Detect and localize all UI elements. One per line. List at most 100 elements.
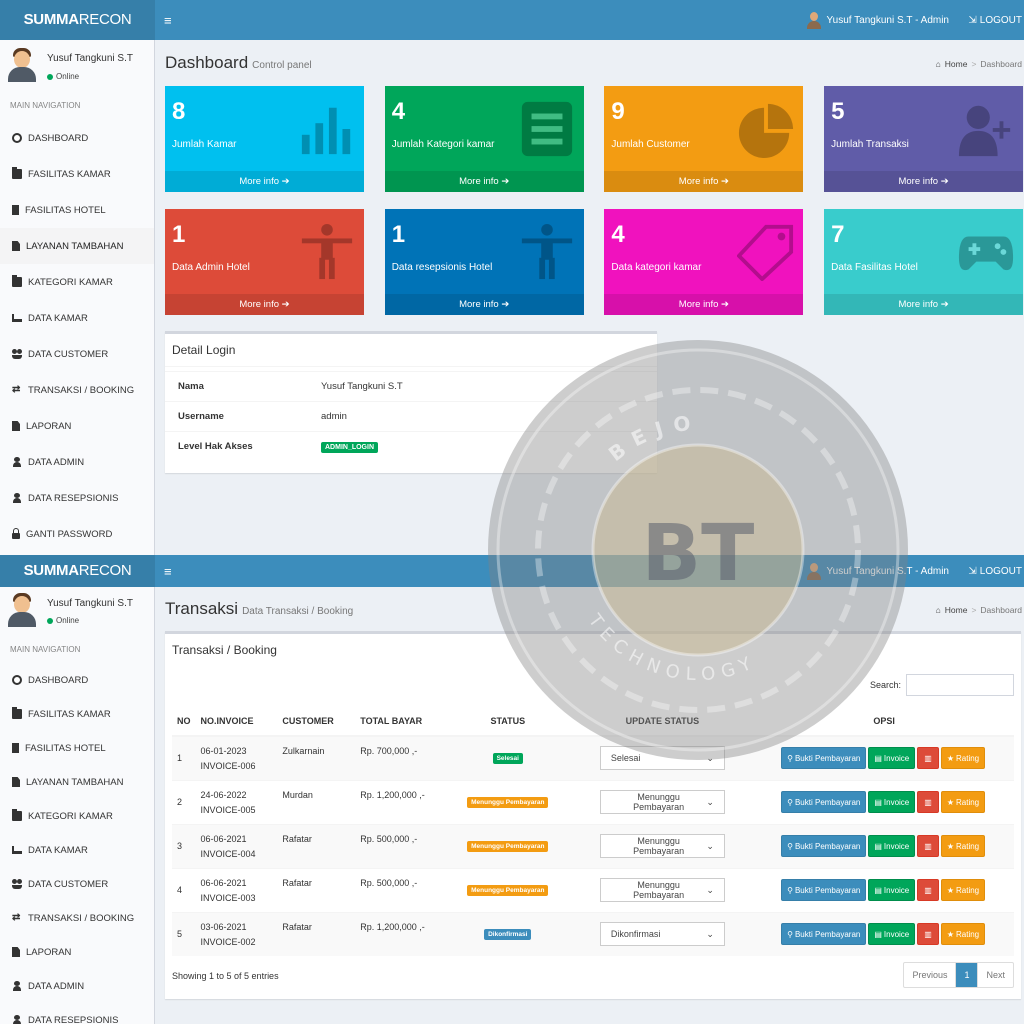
bukti-pembayaran-button[interactable]: ⚲ Bukti Pembayaran [781,791,867,813]
search-input[interactable] [906,674,1014,696]
folder-icon [12,707,22,719]
row-no: 5 [172,911,196,956]
rating-button[interactable]: ★ Rating [940,791,986,813]
update-status-select[interactable]: Menunggu Pembayaran ⌄ [599,834,725,858]
bukti-pembayaran-button[interactable]: ⚲ Bukti Pembayaran [781,879,867,901]
rating-button[interactable]: ★ Rating [940,835,986,857]
delete-button[interactable]: ▥ [917,747,939,770]
column-header[interactable]: OPSI [754,706,1014,737]
sidebar-item-dashboard[interactable]: DASHBOARD [0,663,154,697]
row-total: Rp. 1,200,000 ,- [355,911,445,956]
sidebar-item-fasilitas-hotel[interactable]: FASILITAS HOTEL [0,731,154,765]
user-menu[interactable]: Yusuf Tangkuni S.T - Admin [806,555,949,587]
sidebar-item-ganti-password[interactable]: GANTI PASSWORD [0,516,154,552]
update-status-select[interactable]: Dikonfirmasi ⌄ [599,922,725,947]
sidebar-item-label: TRANSAKSI / BOOKING [28,912,135,924]
update-status-select[interactable]: Selesai ⌄ [599,746,725,771]
detail-value: Yusuf Tangkuni S.T [308,371,657,402]
update-status-select[interactable]: Menunggu Pembayaran ⌄ [599,878,725,902]
column-header[interactable]: NO [172,706,196,737]
delete-button[interactable]: ▥ [917,923,939,946]
sidebar-toggle-button[interactable]: ≡ [164,12,172,28]
sidebar-item-fasilitas-kamar[interactable]: FASILITAS KAMAR [0,697,154,731]
update-status-value: Menunggu Pembayaran [633,792,685,812]
column-header[interactable]: UPDATE STATUS [570,706,755,737]
column-header[interactable]: NO.INVOICE [195,706,278,737]
sidebar-item-layanan-tambahan[interactable]: LAYANAN TAMBAHAN [0,228,154,264]
sidebar-item-dashboard[interactable]: DASHBOARD [0,120,154,156]
breadcrumb-home[interactable]: Home [944,605,968,615]
status-badge: Menunggu Pembayaran [467,797,549,808]
bukti-pembayaran-button[interactable]: ⚲ Bukti Pembayaran [781,747,867,770]
pagination-previous[interactable]: Previous [912,970,948,980]
print-icon: ▤ [874,841,882,851]
search-icon: ⚲ [787,797,793,807]
column-header[interactable]: STATUS [445,706,571,737]
row-invoice-number: INVOICE-006 [200,760,256,771]
logo[interactable]: SUMMARECON [0,0,155,40]
column-header[interactable]: TOTAL BAYAR [355,706,445,737]
sidebar-toggle-button[interactable]: ≡ [164,563,172,579]
rating-button[interactable]: ★ Rating [940,879,986,901]
tile-value: 9 [611,98,625,125]
bukti-pembayaran-button[interactable]: ⚲ Bukti Pembayaran [781,923,867,946]
stat-tile: 1 Data resepsionis Hotel More info ➔ [384,209,584,315]
sidebar-item-layanan-tambahan[interactable]: LAYANAN TAMBAHAN [0,765,154,799]
rating-button[interactable]: ★ Rating [940,923,986,946]
chevron-down-icon: ⌄ [706,928,714,939]
sidebar-item-fasilitas-hotel[interactable]: FASILITAS HOTEL [0,192,154,228]
invoice-button[interactable]: ▤ Invoice [868,747,916,770]
sidebar-item-label: DATA RESEPSIONIS [28,1014,119,1024]
sidebar-item-kategori-kamar[interactable]: KATEGORI KAMAR [0,799,154,833]
invoice-button[interactable]: ▤ Invoice [868,791,916,813]
table-row: 3 06-06-2021 INVOICE-004 Rafatar Rp. 500,000… [172,823,1014,868]
delete-button[interactable]: ▥ [917,835,939,857]
sidebar-item-transaksi-booking[interactable]: ⇄ TRANSAKSI / BOOKING [0,372,154,408]
sidebar-item-kategori-kamar[interactable]: KATEGORI KAMAR [0,264,154,300]
rating-button[interactable]: ★ Rating [940,747,986,770]
logout-button[interactable]: ⇲ LOGOUT [968,565,1022,577]
more-info-link[interactable]: More info ➔ [824,171,1024,192]
invoice-button[interactable]: ▤ Invoice [868,879,916,901]
sidebar-item-data-resepsionis[interactable]: DATA RESEPSIONIS [0,480,154,516]
sidebar-item-label: DATA ADMIN [28,456,85,468]
more-info-link[interactable]: More info ➔ [384,171,584,192]
row-date: 06-06-2021 [200,877,247,888]
logo[interactable]: SUMMARECON [0,555,155,587]
sidebar-item-fasilitas-kamar[interactable]: FASILITAS KAMAR [0,156,154,192]
more-info-link[interactable]: More info ➔ [384,294,584,315]
delete-button[interactable]: ▥ [917,879,939,901]
sidebar-item-data-customer[interactable]: DATA CUSTOMER [0,336,154,372]
logout-button[interactable]: ⇲ LOGOUT [968,14,1022,26]
breadcrumb-home[interactable]: Home [944,59,968,69]
more-info-link[interactable]: More info ➔ [165,294,364,315]
sidebar-item-data-kamar[interactable]: DATA KAMAR [0,300,154,336]
more-info-link[interactable]: More info ➔ [824,294,1024,315]
user-menu[interactable]: Yusuf Tangkuni S.T - Admin [806,0,949,40]
sidebar-item-data-kamar[interactable]: DATA KAMAR [0,833,154,867]
delete-button[interactable]: ▥ [917,791,939,813]
column-header[interactable]: CUSTOMER [277,706,356,737]
pagination-page[interactable]: 1 [955,963,979,987]
access-level-badge: ADMIN_LOGIN [321,442,378,454]
more-info-link[interactable]: More info ➔ [604,171,804,192]
pagination-next[interactable]: Next [986,970,1005,980]
sidebar-item-data-resepsionis[interactable]: DATA RESEPSIONIS [0,1003,154,1024]
sidebar-item-laporan[interactable]: LAPORAN [0,935,154,969]
sidebar-item-label: DASHBOARD [28,674,89,686]
sign-out-icon: ⇲ [968,565,977,577]
avatar-icon [806,11,821,29]
sidebar-item-laporan[interactable]: LAPORAN [0,408,154,444]
invoice-button[interactable]: ▤ Invoice [868,835,916,857]
stat-tile: 9 Jumlah Customer More info ➔ [604,86,804,192]
sidebar-item-data-admin[interactable]: DATA ADMIN [0,969,154,1003]
sidebar-item-data-admin[interactable]: DATA ADMIN [0,444,154,480]
sidebar-item-data-customer[interactable]: DATA CUSTOMER [0,867,154,901]
bukti-pembayaran-button[interactable]: ⚲ Bukti Pembayaran [781,835,867,857]
update-status-select[interactable]: Menunggu Pembayaran ⌄ [599,790,725,814]
sidebar-item-transaksi-booking[interactable]: ⇄ TRANSAKSI / BOOKING [0,901,154,935]
more-info-link[interactable]: More info ➔ [165,171,364,192]
row-customer: Rafatar [277,867,356,912]
more-info-link[interactable]: More info ➔ [604,294,804,315]
invoice-button[interactable]: ▤ Invoice [868,923,916,946]
